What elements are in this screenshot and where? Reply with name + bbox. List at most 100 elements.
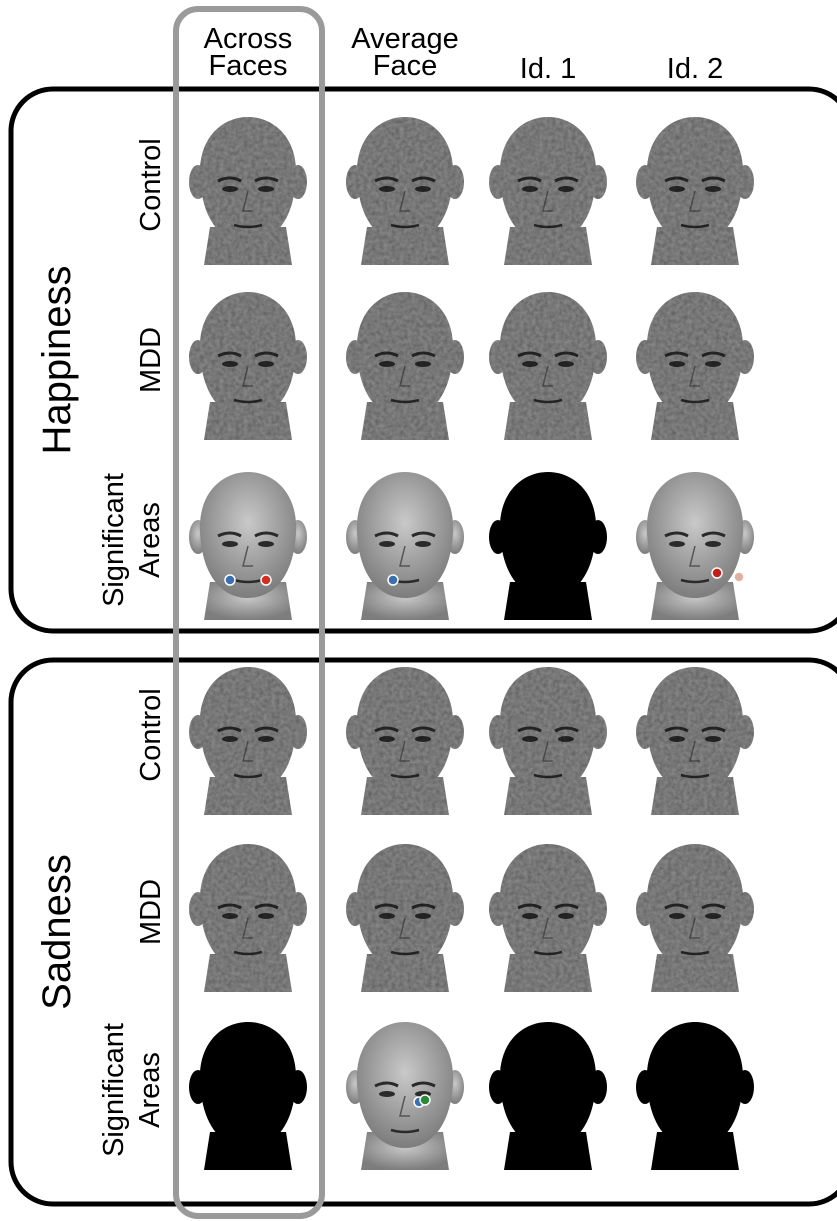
- face: [489, 667, 607, 815]
- face: [346, 667, 464, 815]
- face: [636, 844, 754, 992]
- face: [346, 292, 464, 440]
- eye: [522, 736, 538, 742]
- head: [500, 667, 596, 793]
- head: [200, 117, 296, 243]
- eye: [222, 913, 238, 919]
- eye: [705, 736, 721, 742]
- face: [346, 472, 464, 620]
- face: [346, 844, 464, 992]
- significance-spot: [261, 575, 271, 585]
- significance-spot: [734, 572, 744, 582]
- face: [636, 667, 754, 815]
- eye: [522, 186, 538, 192]
- eye: [669, 736, 685, 742]
- eye: [705, 541, 721, 547]
- column-header: AcrossFaces: [204, 23, 293, 82]
- head: [647, 667, 743, 793]
- eye: [222, 186, 238, 192]
- eye: [222, 361, 238, 367]
- column-header-line: Faces: [209, 50, 288, 82]
- row-label: Areas: [134, 502, 166, 578]
- eye: [415, 736, 431, 742]
- eye: [258, 736, 274, 742]
- column-header: Id. 2: [667, 53, 723, 85]
- head: [357, 667, 453, 793]
- column-header: Id. 1: [520, 53, 576, 85]
- row-label: MDD: [135, 327, 167, 393]
- head: [647, 472, 743, 598]
- eye: [379, 913, 395, 919]
- eye: [379, 361, 395, 367]
- face: [346, 1022, 464, 1170]
- row-label: Significant: [98, 1023, 130, 1157]
- row-label: Control: [135, 688, 167, 782]
- head: [647, 117, 743, 243]
- face: [189, 117, 307, 265]
- head: [357, 1022, 453, 1148]
- face: [489, 1022, 607, 1170]
- figure: AcrossFaces AverageFace Id. 1 Id. 2 Happines…: [0, 0, 837, 1221]
- head: [357, 844, 453, 970]
- eye: [222, 736, 238, 742]
- head: [200, 1022, 296, 1148]
- head: [500, 472, 596, 598]
- eye: [258, 186, 274, 192]
- face: [636, 117, 754, 265]
- row-label: Significant: [98, 473, 130, 607]
- eye: [705, 361, 721, 367]
- face: [636, 292, 754, 440]
- head: [500, 844, 596, 970]
- eye: [522, 361, 538, 367]
- eye: [379, 186, 395, 192]
- eye: [558, 736, 574, 742]
- head: [357, 472, 453, 598]
- eye: [415, 186, 431, 192]
- eye: [669, 541, 685, 547]
- eye: [705, 186, 721, 192]
- column-header-line: Id. 1: [520, 53, 576, 85]
- group-label: Sadness: [35, 854, 79, 1010]
- eye: [258, 913, 274, 919]
- face: [489, 472, 607, 620]
- eye: [558, 361, 574, 367]
- head: [200, 472, 296, 598]
- eye: [558, 913, 574, 919]
- face: [189, 292, 307, 440]
- face: [346, 117, 464, 265]
- face: [489, 292, 607, 440]
- row-label: Areas: [134, 1052, 166, 1128]
- head: [357, 292, 453, 418]
- head: [357, 117, 453, 243]
- significance-spot: [712, 568, 722, 578]
- row-label: MDD: [135, 879, 167, 945]
- row-label: Control: [135, 138, 167, 232]
- head: [200, 844, 296, 970]
- face: [189, 1022, 307, 1170]
- significance-spot: [388, 575, 398, 585]
- eye: [415, 541, 431, 547]
- face: [189, 844, 307, 992]
- eye: [258, 541, 274, 547]
- eye: [415, 361, 431, 367]
- eye: [669, 361, 685, 367]
- significance-spot: [420, 1095, 430, 1105]
- face: [189, 667, 307, 815]
- group-label: Happiness: [35, 265, 79, 454]
- head: [200, 292, 296, 418]
- significance-spot: [225, 575, 235, 585]
- eye: [222, 541, 238, 547]
- head: [647, 1022, 743, 1148]
- face: [489, 844, 607, 992]
- face: [636, 472, 754, 620]
- column-header: AverageFace: [351, 23, 459, 82]
- column-header-line: Id. 2: [667, 53, 723, 85]
- head: [200, 667, 296, 793]
- eye: [258, 361, 274, 367]
- face: [189, 472, 307, 620]
- head: [647, 292, 743, 418]
- head: [500, 292, 596, 418]
- eye: [669, 186, 685, 192]
- eye: [669, 913, 685, 919]
- face: [636, 1022, 754, 1170]
